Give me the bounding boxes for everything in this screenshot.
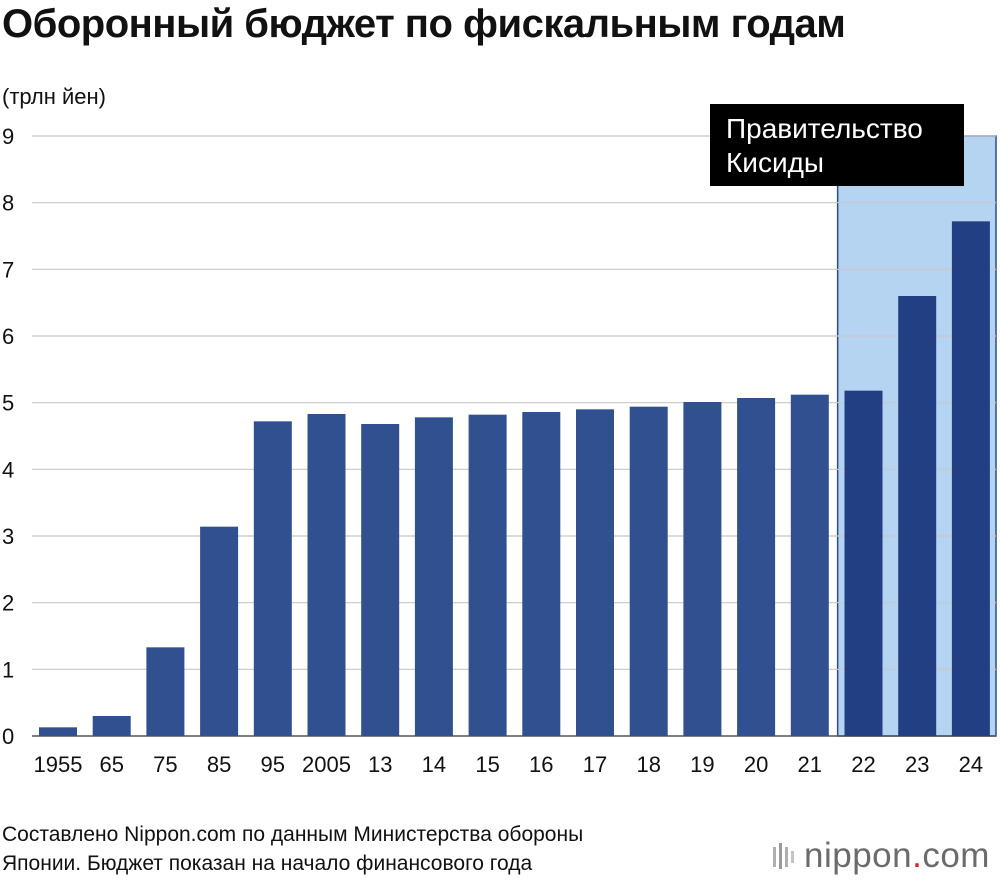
bar: [522, 412, 561, 736]
y-tick-label: 0: [2, 724, 14, 749]
y-tick-labels: 0 1 2 3 4 5 6 7 8 9: [2, 124, 14, 749]
x-tick-label: 14: [422, 752, 446, 777]
nippon-logo: nippon.com: [772, 836, 990, 876]
bar: [307, 414, 346, 736]
bar: [790, 394, 829, 736]
annotation-line-2: Кисиды: [726, 147, 824, 178]
y-tick-label: 4: [2, 457, 14, 482]
x-tick-label: 18: [636, 752, 660, 777]
source-note: Составлено Nippon.com по данным Министер…: [2, 820, 583, 878]
y-tick-label: 5: [2, 391, 14, 416]
bar: [576, 409, 614, 736]
x-tick-label: 17: [583, 752, 607, 777]
x-tick-label: 23: [905, 752, 929, 777]
y-tick-label: 2: [2, 591, 14, 616]
y-tick-label: 6: [2, 324, 14, 349]
bar: [414, 417, 453, 736]
annotation-line-1: Правительство: [726, 113, 923, 144]
bar: [951, 221, 990, 737]
kishida-annotation: Правительство Кисиды: [710, 104, 964, 186]
x-tick-label: 22: [851, 752, 875, 777]
y-tick-label: 8: [2, 191, 14, 216]
x-tick-label: 2005: [302, 752, 351, 777]
source-note-line-1: Составлено Nippon.com по данным Министер…: [2, 823, 584, 846]
x-tick-label: 15: [475, 752, 499, 777]
y-tick-label: 7: [2, 257, 14, 282]
y-tick-label: 3: [2, 524, 14, 549]
x-tick-label: 1955: [34, 752, 83, 777]
bar: [146, 647, 185, 736]
bar: [898, 296, 937, 736]
bar: [683, 402, 722, 736]
gridlines: [32, 135, 996, 737]
bar: [253, 421, 292, 736]
bars: [39, 221, 990, 737]
y-axis-label: (трлн йен): [2, 84, 106, 109]
source-note-line-2: Японии. Бюджет показан на начало финансо…: [2, 852, 533, 875]
chart-title: Оборонный бюджет по фискальным годам: [2, 2, 846, 46]
bar: [361, 424, 400, 736]
x-tick-label: 85: [207, 752, 231, 777]
x-tick-label: 13: [368, 752, 392, 777]
bar: [629, 406, 668, 736]
logo-text: nippon.com: [804, 836, 990, 875]
bar: [39, 727, 77, 736]
x-tick-label: 24: [959, 752, 983, 777]
x-tick-label: 16: [529, 752, 553, 777]
bar: [468, 414, 507, 736]
x-tick-label: 75: [153, 752, 177, 777]
x-tick-labels: 1955 65 75 85 95 2005 13 14 15 16 17 18 19 20 21 22 23 24: [34, 752, 984, 777]
y-tick-label: 9: [2, 124, 14, 149]
x-tick-label: 19: [690, 752, 714, 777]
x-tick-label: 95: [261, 752, 285, 777]
x-tick-label: 65: [99, 752, 123, 777]
bar: [844, 390, 883, 736]
nippon-logo-mark-icon: [773, 843, 794, 869]
y-tick-label: 1: [2, 657, 14, 682]
x-tick-label: 20: [744, 752, 768, 777]
bar: [92, 716, 131, 736]
bar: [200, 526, 239, 736]
annotation-box: [710, 104, 964, 186]
x-tick-label: 21: [798, 752, 822, 777]
bar: [737, 398, 776, 736]
